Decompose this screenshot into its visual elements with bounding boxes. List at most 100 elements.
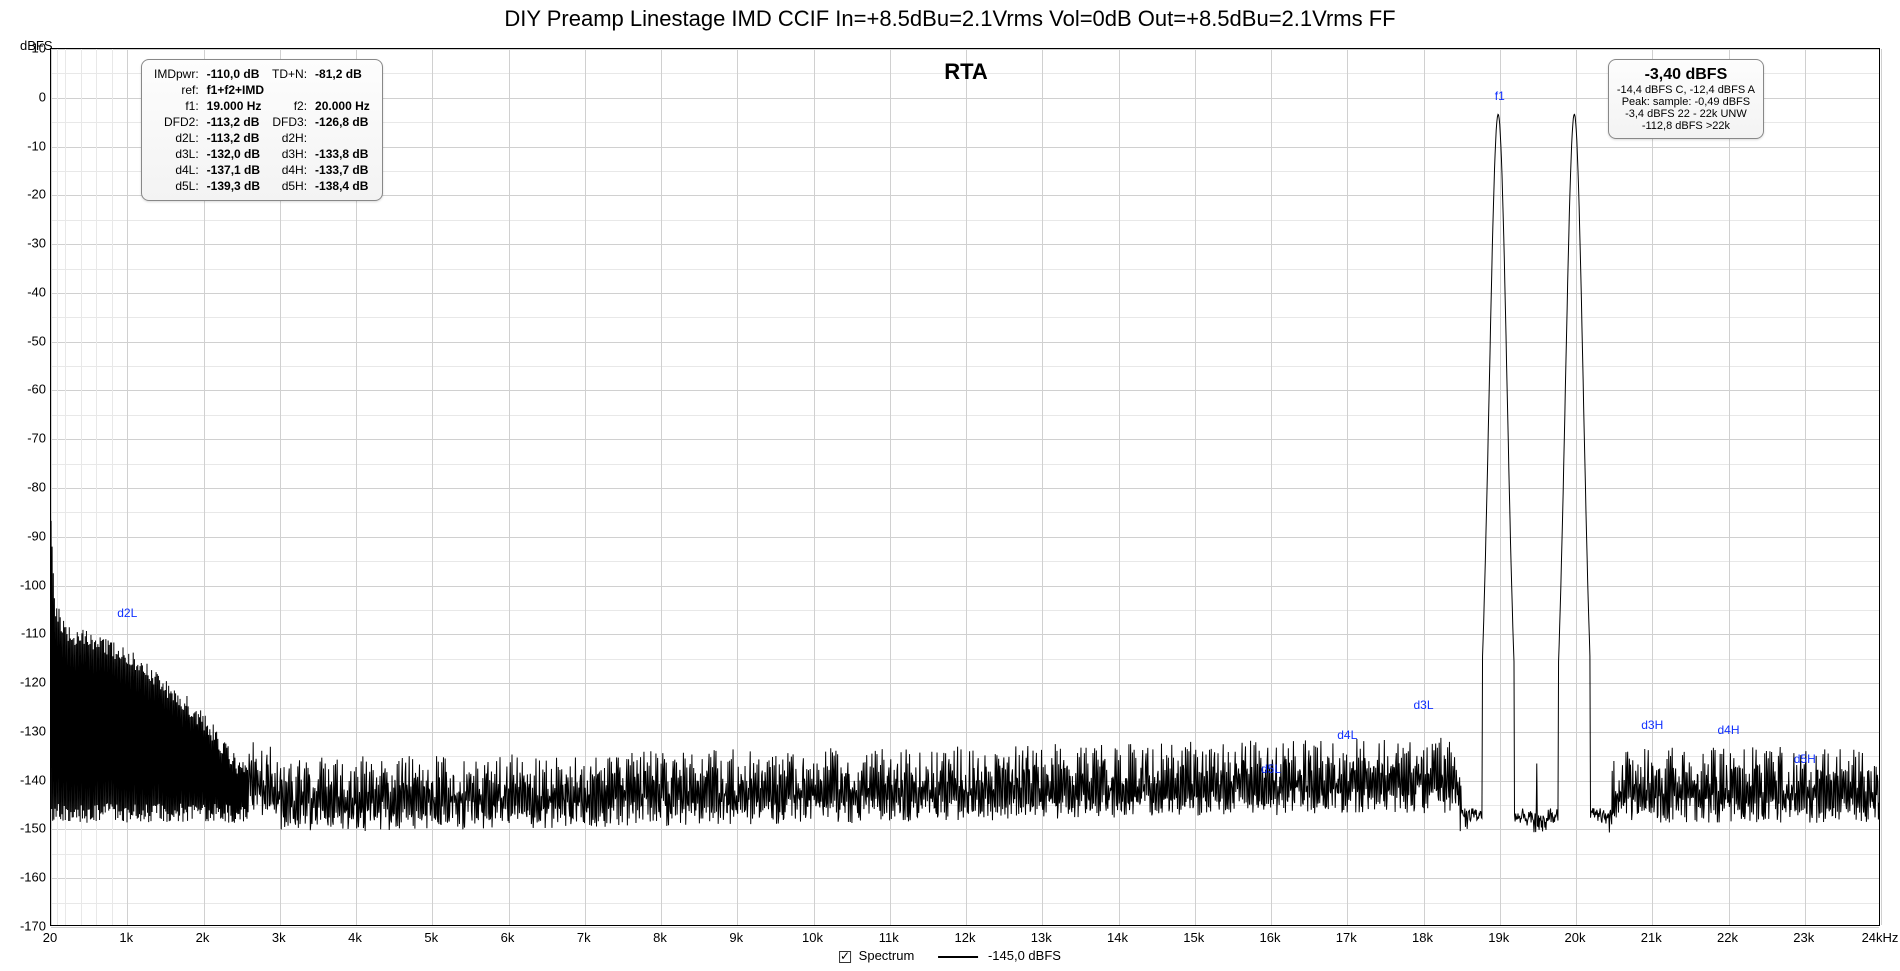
freq-marker: d3L [1413, 698, 1433, 712]
y-tick-label: 10 [6, 41, 46, 56]
x-tick-label: 17k [1336, 930, 1357, 945]
info-label: DFD3: [268, 114, 311, 130]
x-tick-label: 13k [1031, 930, 1052, 945]
x-tick-label: 20 [43, 930, 57, 945]
info-value [311, 82, 374, 98]
y-tick-label: -60 [6, 382, 46, 397]
x-tick-label: 11k [879, 930, 899, 945]
x-tick-label: 21k [1641, 930, 1662, 945]
x-tick-label: 19k [1488, 930, 1509, 945]
legend-trace: -145,0 dBFS [938, 948, 1061, 963]
y-tick-label: -70 [6, 431, 46, 446]
level-info-line: Peak: sample: -0,49 dBFS [1617, 96, 1755, 108]
info-label: d5H: [268, 178, 311, 194]
y-tick-label: -90 [6, 528, 46, 543]
y-tick-label: -120 [6, 675, 46, 690]
info-label: d3H: [268, 146, 311, 162]
freq-marker: f1 [1495, 89, 1505, 103]
info-value: -133,8 dB [311, 146, 374, 162]
info-value: 19.000 Hz [203, 98, 268, 114]
info-value [311, 130, 374, 146]
x-tick-label: 12k [955, 930, 976, 945]
info-value: -138,4 dB [311, 178, 374, 194]
x-tick-label: 16k [1260, 930, 1281, 945]
level-info-line: -3,4 dBFS 22 - 22k UNW [1617, 108, 1755, 120]
y-tick-label: -100 [6, 577, 46, 592]
y-tick-label: -80 [6, 480, 46, 495]
chart-title: DIY Preamp Linestage IMD CCIF In=+8.5dBu… [0, 0, 1900, 32]
legend-trace-label: -145,0 dBFS [988, 948, 1061, 963]
info-label: d5L: [150, 178, 203, 194]
x-tick-label: 2k [196, 930, 210, 945]
x-tick-label: 8k [653, 930, 667, 945]
info-value: -139,3 dB [203, 178, 268, 194]
info-label [268, 82, 311, 98]
y-tick-label: -110 [6, 626, 46, 641]
rta-label: RTA [944, 59, 988, 85]
y-tick-label: -20 [6, 187, 46, 202]
legend-spectrum-toggle[interactable]: Spectrum [839, 948, 914, 963]
x-tick-label: 14k [1107, 930, 1128, 945]
y-tick-label: -10 [6, 138, 46, 153]
y-tick-label: -50 [6, 333, 46, 348]
freq-marker: d5L [1261, 762, 1281, 776]
info-label: d4H: [268, 162, 311, 178]
x-tick-label: 15k [1183, 930, 1204, 945]
info-value: -133,7 dB [311, 162, 374, 178]
freq-marker: d2L [117, 606, 137, 620]
x-tick-label: 1k [119, 930, 133, 945]
x-tick-label: 10k [802, 930, 823, 945]
y-tick-label: 0 [6, 89, 46, 104]
x-tick-label: 20k [1565, 930, 1586, 945]
x-tick-label: 9k [729, 930, 743, 945]
peak-level: -3,40 dBFS [1617, 66, 1755, 84]
info-label: DFD2: [150, 114, 203, 130]
info-label: d3L: [150, 146, 203, 162]
info-value: -126,8 dB [311, 114, 374, 130]
x-tick-label: 24kHz [1862, 930, 1899, 945]
info-label: IMDpwr: [150, 66, 203, 82]
info-label: ref: [150, 82, 203, 98]
info-label: d2H: [268, 130, 311, 146]
info-value: -81,2 dB [311, 66, 374, 82]
legend-spectrum-label: Spectrum [859, 948, 915, 963]
x-tick-label: 23k [1793, 930, 1814, 945]
info-value: f1+f2+IMD [203, 82, 268, 98]
y-tick-label: -150 [6, 821, 46, 836]
level-info-box: -3,40 dBFS -14,4 dBFS C, -12,4 dBFS APea… [1608, 59, 1764, 139]
info-label: d4L: [150, 162, 203, 178]
info-value: -113,2 dB [203, 130, 268, 146]
level-info-line: -112,8 dBFS >22k [1617, 120, 1755, 132]
info-label: f2: [268, 98, 311, 114]
info-value: -113,2 dB [203, 114, 268, 130]
level-info-line: -14,4 dBFS C, -12,4 dBFS A [1617, 84, 1755, 96]
info-label: f1: [150, 98, 203, 114]
freq-marker: d4L [1337, 728, 1357, 742]
imd-info-box: IMDpwr:-110,0 dBTD+N:-81,2 dB ref:f1+f2+I… [141, 59, 383, 201]
chart-plot-area: RTA IMDpwr:-110,0 dBTD+N:-81,2 dB ref:f1+… [50, 48, 1880, 926]
y-tick-label: -170 [6, 919, 46, 934]
freq-marker: d3H [1641, 718, 1663, 732]
legend: Spectrum -145,0 dBFS [839, 948, 1061, 963]
checkbox-icon [839, 951, 851, 963]
y-tick-label: -160 [6, 870, 46, 885]
info-label: TD+N: [268, 66, 311, 82]
y-tick-label: -30 [6, 236, 46, 251]
y-tick-label: -140 [6, 772, 46, 787]
info-value: 20.000 Hz [311, 98, 374, 114]
info-label: d2L: [150, 130, 203, 146]
freq-marker: d5H [1794, 752, 1816, 766]
y-tick-label: -130 [6, 723, 46, 738]
info-value: -110,0 dB [203, 66, 268, 82]
info-value: -137,1 dB [203, 162, 268, 178]
y-tick-label: -40 [6, 284, 46, 299]
x-tick-label: 7k [577, 930, 591, 945]
freq-marker: d4H [1717, 723, 1739, 737]
x-tick-label: 4k [348, 930, 362, 945]
x-tick-label: 5k [424, 930, 438, 945]
x-tick-label: 22k [1717, 930, 1738, 945]
x-tick-label: 6k [501, 930, 515, 945]
info-value: -132,0 dB [203, 146, 268, 162]
x-tick-label: 18k [1412, 930, 1433, 945]
x-tick-label: 3k [272, 930, 286, 945]
